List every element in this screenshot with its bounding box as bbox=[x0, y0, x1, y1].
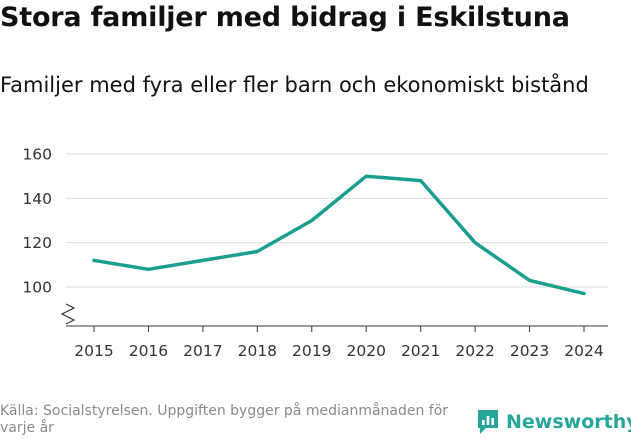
x-tick-label: 2015 bbox=[74, 342, 113, 360]
y-tick-label: 120 bbox=[22, 234, 52, 252]
axis-break-zigzag bbox=[60, 303, 76, 325]
brand-name: Newsworthy bbox=[506, 411, 631, 433]
series-line bbox=[92, 174, 586, 296]
x-tick-label: 2021 bbox=[401, 342, 440, 360]
chart-title: Stora familjer med bidrag i Eskilstuna bbox=[0, 2, 570, 33]
x-tick-label: 2020 bbox=[346, 342, 385, 360]
y-tick-label: 140 bbox=[22, 190, 52, 208]
y-tick-label: 160 bbox=[22, 146, 52, 164]
x-tick-label: 2017 bbox=[183, 342, 222, 360]
chart-subtitle: Familjer med fyra eller fler barn och ek… bbox=[0, 73, 589, 97]
x-tick-label: 2018 bbox=[238, 342, 277, 360]
y-axis-break-icon bbox=[60, 303, 76, 325]
x-tick-label: 2023 bbox=[510, 342, 549, 360]
x-tick-label: 2019 bbox=[292, 342, 331, 360]
x-tick-label: 2024 bbox=[564, 342, 603, 360]
x-tick-label: 2016 bbox=[129, 342, 168, 360]
source-note: Källa: Socialstyrelsen. Uppgiften bygger… bbox=[0, 403, 449, 436]
series-layer bbox=[92, 174, 586, 296]
y-tick-label: 100 bbox=[22, 279, 52, 297]
x-tick-label: 2022 bbox=[455, 342, 494, 360]
x-axis-ticks: 2015 2016 2017 2018 2019 2020 2021 2022 2023 2024 bbox=[74, 326, 604, 360]
newsworthy-logo-icon bbox=[478, 410, 498, 434]
y-axis-ticks: 100 120 140 160 bbox=[22, 146, 52, 297]
line-chart: 100 120 140 160 2015 2016 2017 2018 2019 2020 202… bbox=[22, 146, 608, 360]
grid-lines bbox=[66, 153, 608, 288]
brand-logo: Newsworthy bbox=[476, 408, 631, 436]
